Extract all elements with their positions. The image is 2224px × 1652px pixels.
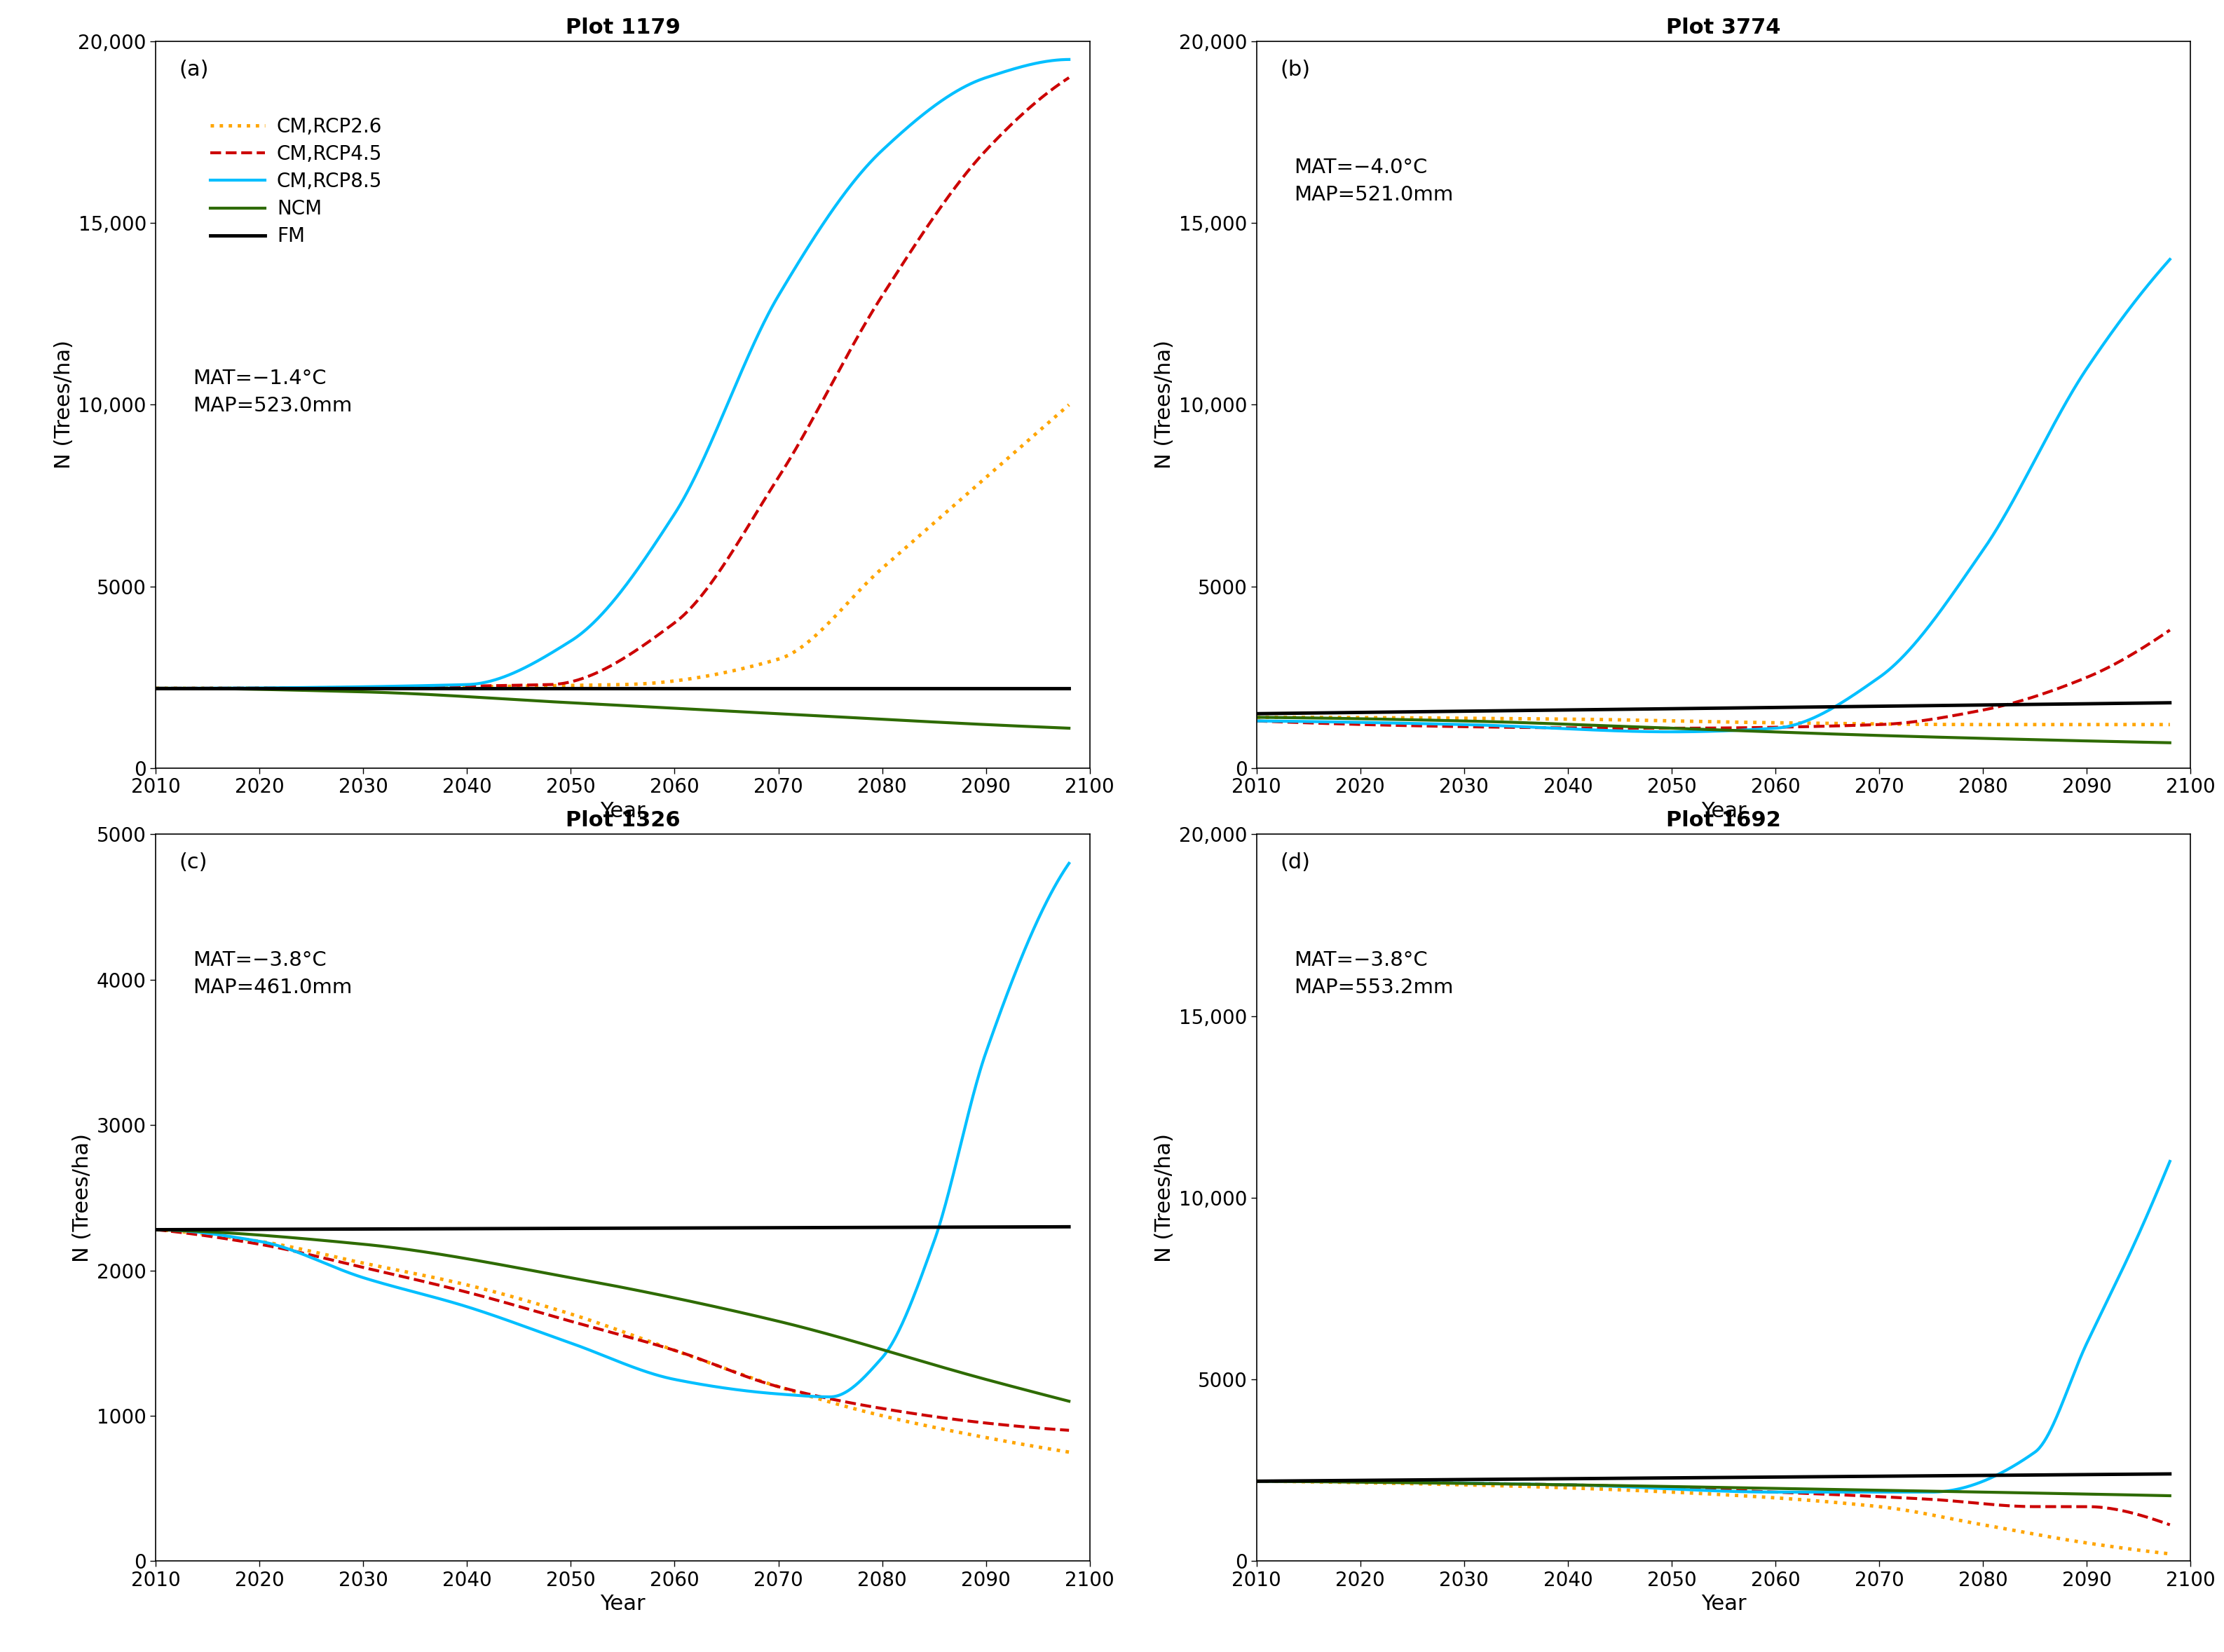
Y-axis label: N (Trees/ha): N (Trees/ha) (73, 1133, 93, 1262)
Text: (d): (d) (1279, 852, 1310, 872)
Y-axis label: N (Trees/ha): N (Trees/ha) (1154, 340, 1174, 469)
Text: MAT=−1.4°C
MAP=523.0mm: MAT=−1.4°C MAP=523.0mm (193, 368, 351, 415)
X-axis label: Year: Year (600, 801, 645, 821)
Title: Plot 1179: Plot 1179 (565, 18, 681, 38)
X-axis label: Year: Year (1701, 1594, 1746, 1614)
Title: Plot 3774: Plot 3774 (1666, 18, 1781, 38)
Text: (b): (b) (1279, 59, 1310, 79)
Title: Plot 1326: Plot 1326 (565, 811, 681, 831)
X-axis label: Year: Year (1701, 801, 1746, 821)
Title: Plot 1692: Plot 1692 (1666, 811, 1781, 831)
Text: (a): (a) (178, 59, 209, 79)
Text: MAT=−4.0°C
MAP=521.0mm: MAT=−4.0°C MAP=521.0mm (1294, 157, 1452, 205)
Text: MAT=−3.8°C
MAP=553.2mm: MAT=−3.8°C MAP=553.2mm (1294, 950, 1452, 998)
Y-axis label: N (Trees/ha): N (Trees/ha) (1154, 1133, 1174, 1262)
Legend: CM,RCP2.6, CM,RCP4.5, CM,RCP8.5, NCM, FM: CM,RCP2.6, CM,RCP4.5, CM,RCP8.5, NCM, FM (202, 109, 389, 254)
X-axis label: Year: Year (600, 1594, 645, 1614)
Y-axis label: N (Trees/ha): N (Trees/ha) (53, 340, 73, 469)
Text: MAT=−3.8°C
MAP=461.0mm: MAT=−3.8°C MAP=461.0mm (193, 950, 351, 998)
Text: (c): (c) (178, 852, 207, 872)
